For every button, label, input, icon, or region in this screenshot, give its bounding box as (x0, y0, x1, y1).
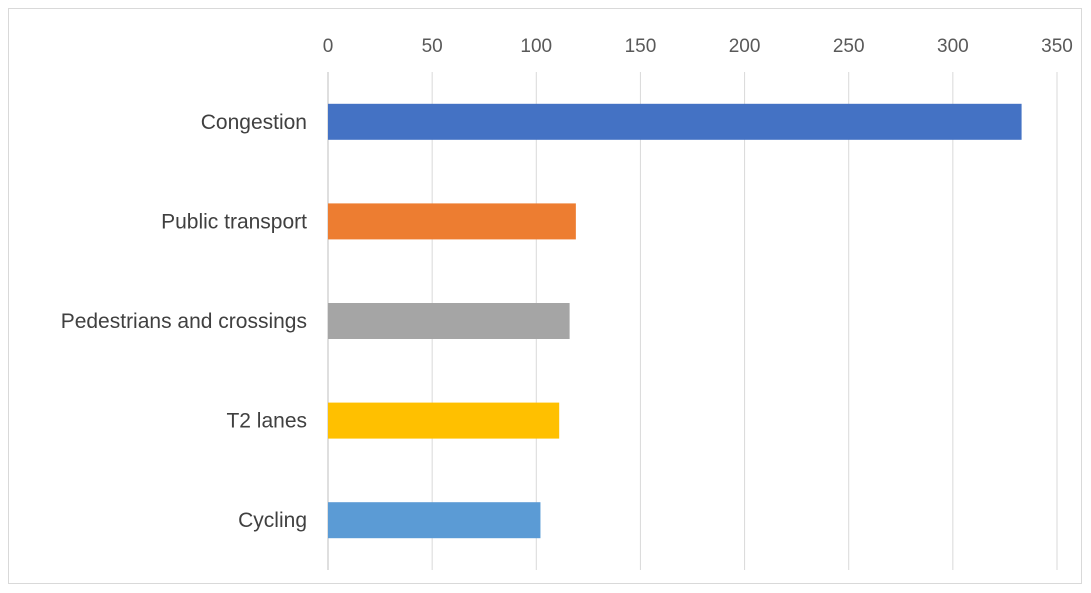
bar (328, 502, 541, 539)
x-tick-label: 300 (937, 36, 969, 57)
category-labels: Congestion Public transport Pedestrians an… (61, 111, 307, 532)
category-label: T2 lanes (226, 410, 307, 433)
bar (328, 103, 1022, 140)
x-tick-label: 100 (520, 36, 552, 57)
gridlines (327, 72, 1058, 570)
bar (328, 402, 560, 439)
x-tick-label: 0 (323, 36, 334, 57)
x-axis-ticks: 0 50 100 150 200 250 300 350 (323, 36, 1073, 57)
x-tick-label: 200 (729, 36, 761, 57)
x-tick-label: 350 (1041, 36, 1073, 57)
x-tick-label: 250 (833, 36, 865, 57)
bar (328, 203, 576, 240)
bar (328, 303, 570, 339)
category-label: Public transport (161, 210, 307, 233)
category-label: Cycling (238, 509, 307, 532)
category-label: Congestion (201, 111, 307, 134)
x-tick-label: 150 (625, 36, 657, 57)
x-tick-label: 50 (422, 36, 443, 57)
bars (328, 103, 1022, 539)
category-label: Pedestrians and crossings (61, 310, 307, 333)
